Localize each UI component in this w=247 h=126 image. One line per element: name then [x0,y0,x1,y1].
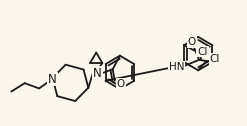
Text: O: O [188,37,196,47]
Text: Cl: Cl [197,46,208,57]
Text: Cl: Cl [209,54,220,64]
Text: N: N [93,67,102,80]
Text: N: N [48,73,57,86]
Text: O: O [117,79,125,89]
Text: HN: HN [169,62,184,72]
